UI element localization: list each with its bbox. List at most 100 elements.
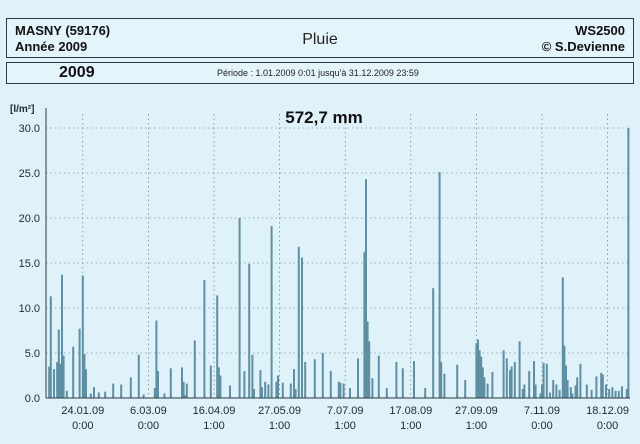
chart-name: Pluie [302, 31, 338, 48]
rain-bar [443, 373, 446, 398]
rain-bar [424, 388, 427, 398]
rain-bar [475, 343, 478, 398]
rain-bar [49, 296, 52, 398]
rain-bar [59, 363, 62, 398]
rain-bar [62, 355, 65, 398]
rain-bar [93, 387, 95, 398]
rain-bar [248, 263, 251, 398]
rain-bar [549, 392, 551, 398]
rain-bar [513, 362, 516, 398]
y-tick-label: 15.0 [19, 258, 40, 270]
rain-bar [229, 385, 231, 398]
rain-bar [481, 367, 484, 398]
rain-bar [184, 395, 187, 398]
rain-bar [48, 366, 51, 398]
rain-bar [313, 359, 316, 398]
rain-bar [243, 371, 246, 398]
rain-bar [78, 328, 81, 398]
rain-bar [521, 389, 524, 398]
rain-bar [523, 384, 526, 398]
rain-bar [61, 274, 63, 398]
rain-bar [155, 320, 158, 398]
y-tick-labels: 0.0 5.0 10.0 15.0 20.0 25.0 30.0 [19, 123, 40, 405]
rain-bar [509, 370, 511, 398]
rain-bar [502, 350, 505, 398]
rain-bar [625, 389, 628, 398]
rain-bar [579, 363, 582, 398]
rain-bar [56, 362, 59, 398]
rain-bar [563, 345, 566, 398]
x-tick-label: 27.05.09 [258, 405, 301, 417]
rain-bar [267, 384, 270, 398]
rain-bar [112, 383, 115, 398]
rain-bar [608, 389, 611, 398]
y-tick-label: 0.0 [25, 393, 40, 405]
rain-bar [129, 377, 132, 398]
x-tick-time: 1:00 [466, 420, 487, 432]
rain-bar [574, 385, 577, 398]
rain-bar [533, 361, 535, 398]
rain-bar [342, 383, 345, 398]
rain-bar [569, 387, 572, 398]
rain-bar [432, 288, 435, 398]
rain-bar [120, 384, 123, 398]
x-tick-label: 17.08.09 [389, 405, 432, 417]
rain-bar [377, 355, 380, 398]
rain-bar [349, 388, 351, 398]
rain-bar [600, 372, 603, 398]
rain-bar [304, 362, 307, 398]
x-tick-time: 0:00 [597, 420, 618, 432]
rain-bar [153, 388, 156, 398]
rain-bar [253, 389, 255, 398]
rain-bar [486, 383, 489, 398]
rain-bar [104, 391, 107, 398]
rain-bar [321, 353, 324, 398]
rain-bar [565, 365, 567, 398]
rain-bar [464, 380, 467, 398]
x-tick-time: 0:00 [72, 420, 93, 432]
rain-bar [541, 384, 543, 398]
rain-bar [590, 389, 593, 398]
rain-bar [275, 381, 278, 398]
rain-bar [552, 380, 555, 398]
rain-bar [571, 393, 574, 398]
rain-bar [440, 362, 443, 398]
rain-bar [438, 172, 441, 398]
rain-bar [219, 375, 222, 398]
rain-bar [72, 346, 75, 398]
rain-bar [281, 382, 284, 398]
rain-bar [614, 390, 617, 398]
rain-bar [185, 383, 188, 398]
x-tick-time: 1:00 [269, 420, 290, 432]
x-tick-labels: 24.01.09 0:00 6.03.09 0:00 16.04.09 1:00 27.05… [61, 405, 629, 432]
rain-bar [270, 226, 273, 398]
rain-bar [217, 367, 220, 398]
rain-bar [294, 389, 297, 398]
rain-bar [566, 380, 569, 398]
rain-bar [576, 377, 579, 398]
rain-bar [203, 280, 206, 398]
rain-bar [81, 275, 84, 398]
rain-bar [601, 374, 604, 398]
rain-bar [89, 393, 92, 398]
rain-bar [558, 389, 561, 398]
x-tick-time: 0:00 [531, 420, 552, 432]
total-annotation: 572,7 mm [285, 108, 363, 127]
rain-bar [363, 252, 366, 398]
rain-bar [561, 277, 564, 398]
rain-bar [142, 394, 145, 398]
rain-bar [401, 368, 404, 398]
rain-bar [528, 371, 531, 398]
rain-bar [137, 354, 140, 398]
rain-bar [505, 358, 508, 398]
grid [46, 114, 630, 399]
rain-bar [97, 392, 100, 398]
rain-bar [478, 350, 481, 398]
rain-bar [555, 384, 558, 398]
copyright: © S.Devienne [541, 39, 625, 54]
x-tick-time: 0:00 [138, 420, 159, 432]
rain-bar [368, 341, 371, 398]
x-tick-label: 6.03.09 [130, 405, 167, 417]
rain-bar [539, 393, 542, 398]
rain-bar [238, 218, 241, 398]
